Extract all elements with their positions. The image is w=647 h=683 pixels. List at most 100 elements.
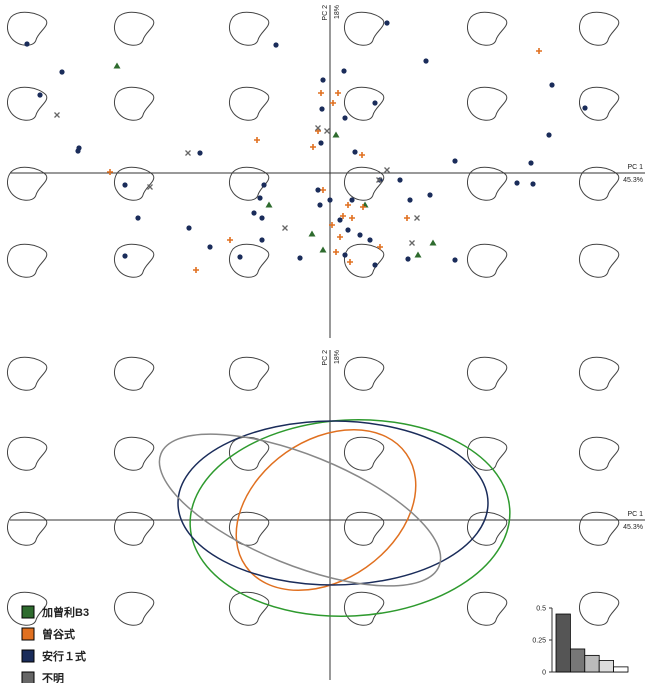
point xyxy=(359,152,365,158)
bar xyxy=(599,660,613,672)
outline-shape xyxy=(467,592,506,625)
point xyxy=(333,249,339,255)
point xyxy=(237,254,242,259)
x-axis-label: PC 1 xyxy=(627,511,643,518)
outline-shape xyxy=(467,87,506,120)
point xyxy=(528,160,533,165)
point xyxy=(345,227,350,232)
y-axis-sub: 18% xyxy=(334,5,341,19)
point xyxy=(207,244,212,249)
outline-shape xyxy=(579,87,618,120)
bar xyxy=(556,614,570,672)
point xyxy=(309,231,316,237)
outline-shape xyxy=(229,357,268,390)
point xyxy=(227,237,233,243)
point xyxy=(342,115,347,120)
point xyxy=(318,90,324,96)
point xyxy=(257,195,262,200)
point xyxy=(337,234,343,240)
outline-shapes xyxy=(7,12,618,625)
outline-shape xyxy=(114,12,153,45)
point xyxy=(259,237,264,242)
confidence-ellipse xyxy=(178,421,488,585)
y-axis-sub: 18% xyxy=(334,350,341,364)
point xyxy=(55,113,60,118)
legend-swatch xyxy=(22,628,34,640)
legend-swatch xyxy=(22,606,34,618)
point xyxy=(317,202,322,207)
point xyxy=(59,69,64,74)
point xyxy=(352,149,357,154)
point xyxy=(415,216,420,221)
outline-shape xyxy=(467,244,506,277)
outline-shape xyxy=(467,512,506,545)
outline-shape xyxy=(7,244,46,277)
point xyxy=(254,137,260,143)
point xyxy=(297,255,302,260)
outline-shape xyxy=(344,12,383,45)
point xyxy=(397,177,402,182)
outline-shape xyxy=(7,512,46,545)
point xyxy=(427,192,432,197)
point xyxy=(325,129,330,134)
point xyxy=(251,210,256,215)
point xyxy=(430,240,437,246)
legend-label: 加曾利B3 xyxy=(41,605,89,619)
x-axis-label: PC 1 xyxy=(627,164,643,171)
point xyxy=(546,132,551,137)
y-axis-label: PC 2 xyxy=(322,5,329,21)
outline-shape xyxy=(344,512,383,545)
point xyxy=(186,151,191,156)
point xyxy=(335,90,341,96)
x-axis-sub: 45.3% xyxy=(623,524,643,531)
outline-shape xyxy=(467,167,506,200)
outline-shape xyxy=(7,437,46,470)
point xyxy=(530,181,535,186)
outline-shape xyxy=(344,357,383,390)
y-axis-label: PC 2 xyxy=(322,350,329,366)
point xyxy=(122,182,127,187)
point xyxy=(107,169,113,175)
figure: PC 145.3%PC 218%加曾利B3曽谷式安行１式不明PC 145.3%P… xyxy=(0,0,647,683)
point xyxy=(385,168,390,173)
outline-shape xyxy=(229,12,268,45)
point xyxy=(320,77,325,82)
x-axis-sub: 45.3% xyxy=(623,177,643,184)
outline-shape xyxy=(344,87,383,120)
outline-shape xyxy=(114,437,153,470)
point xyxy=(404,215,410,221)
outline-shape xyxy=(344,592,383,625)
point xyxy=(337,217,342,222)
bar xyxy=(614,667,628,672)
point xyxy=(114,63,121,69)
point xyxy=(423,58,428,63)
point xyxy=(327,197,332,202)
outline-shape xyxy=(114,244,153,277)
point xyxy=(273,42,278,47)
point xyxy=(349,197,354,202)
point xyxy=(261,182,266,187)
point xyxy=(333,132,340,138)
outline-shape xyxy=(114,167,153,200)
point xyxy=(341,68,346,73)
point xyxy=(342,252,347,257)
outline-shape xyxy=(344,437,383,470)
legend-swatch xyxy=(22,672,34,683)
outline-shape xyxy=(114,87,153,120)
y-tick-label: 0.25 xyxy=(532,638,546,645)
outline-shape xyxy=(579,244,618,277)
point xyxy=(75,148,80,153)
confidence-ellipse xyxy=(185,412,515,624)
point xyxy=(347,259,353,265)
point xyxy=(349,215,355,221)
outline-shape xyxy=(579,12,618,45)
point xyxy=(452,257,457,262)
legend-label: 安行１式 xyxy=(42,649,86,663)
outline-shape xyxy=(579,512,618,545)
outline-shape xyxy=(7,167,46,200)
outline-shape xyxy=(7,12,46,45)
point xyxy=(186,225,191,230)
point xyxy=(582,105,587,110)
point xyxy=(197,150,202,155)
outline-shape xyxy=(114,357,153,390)
